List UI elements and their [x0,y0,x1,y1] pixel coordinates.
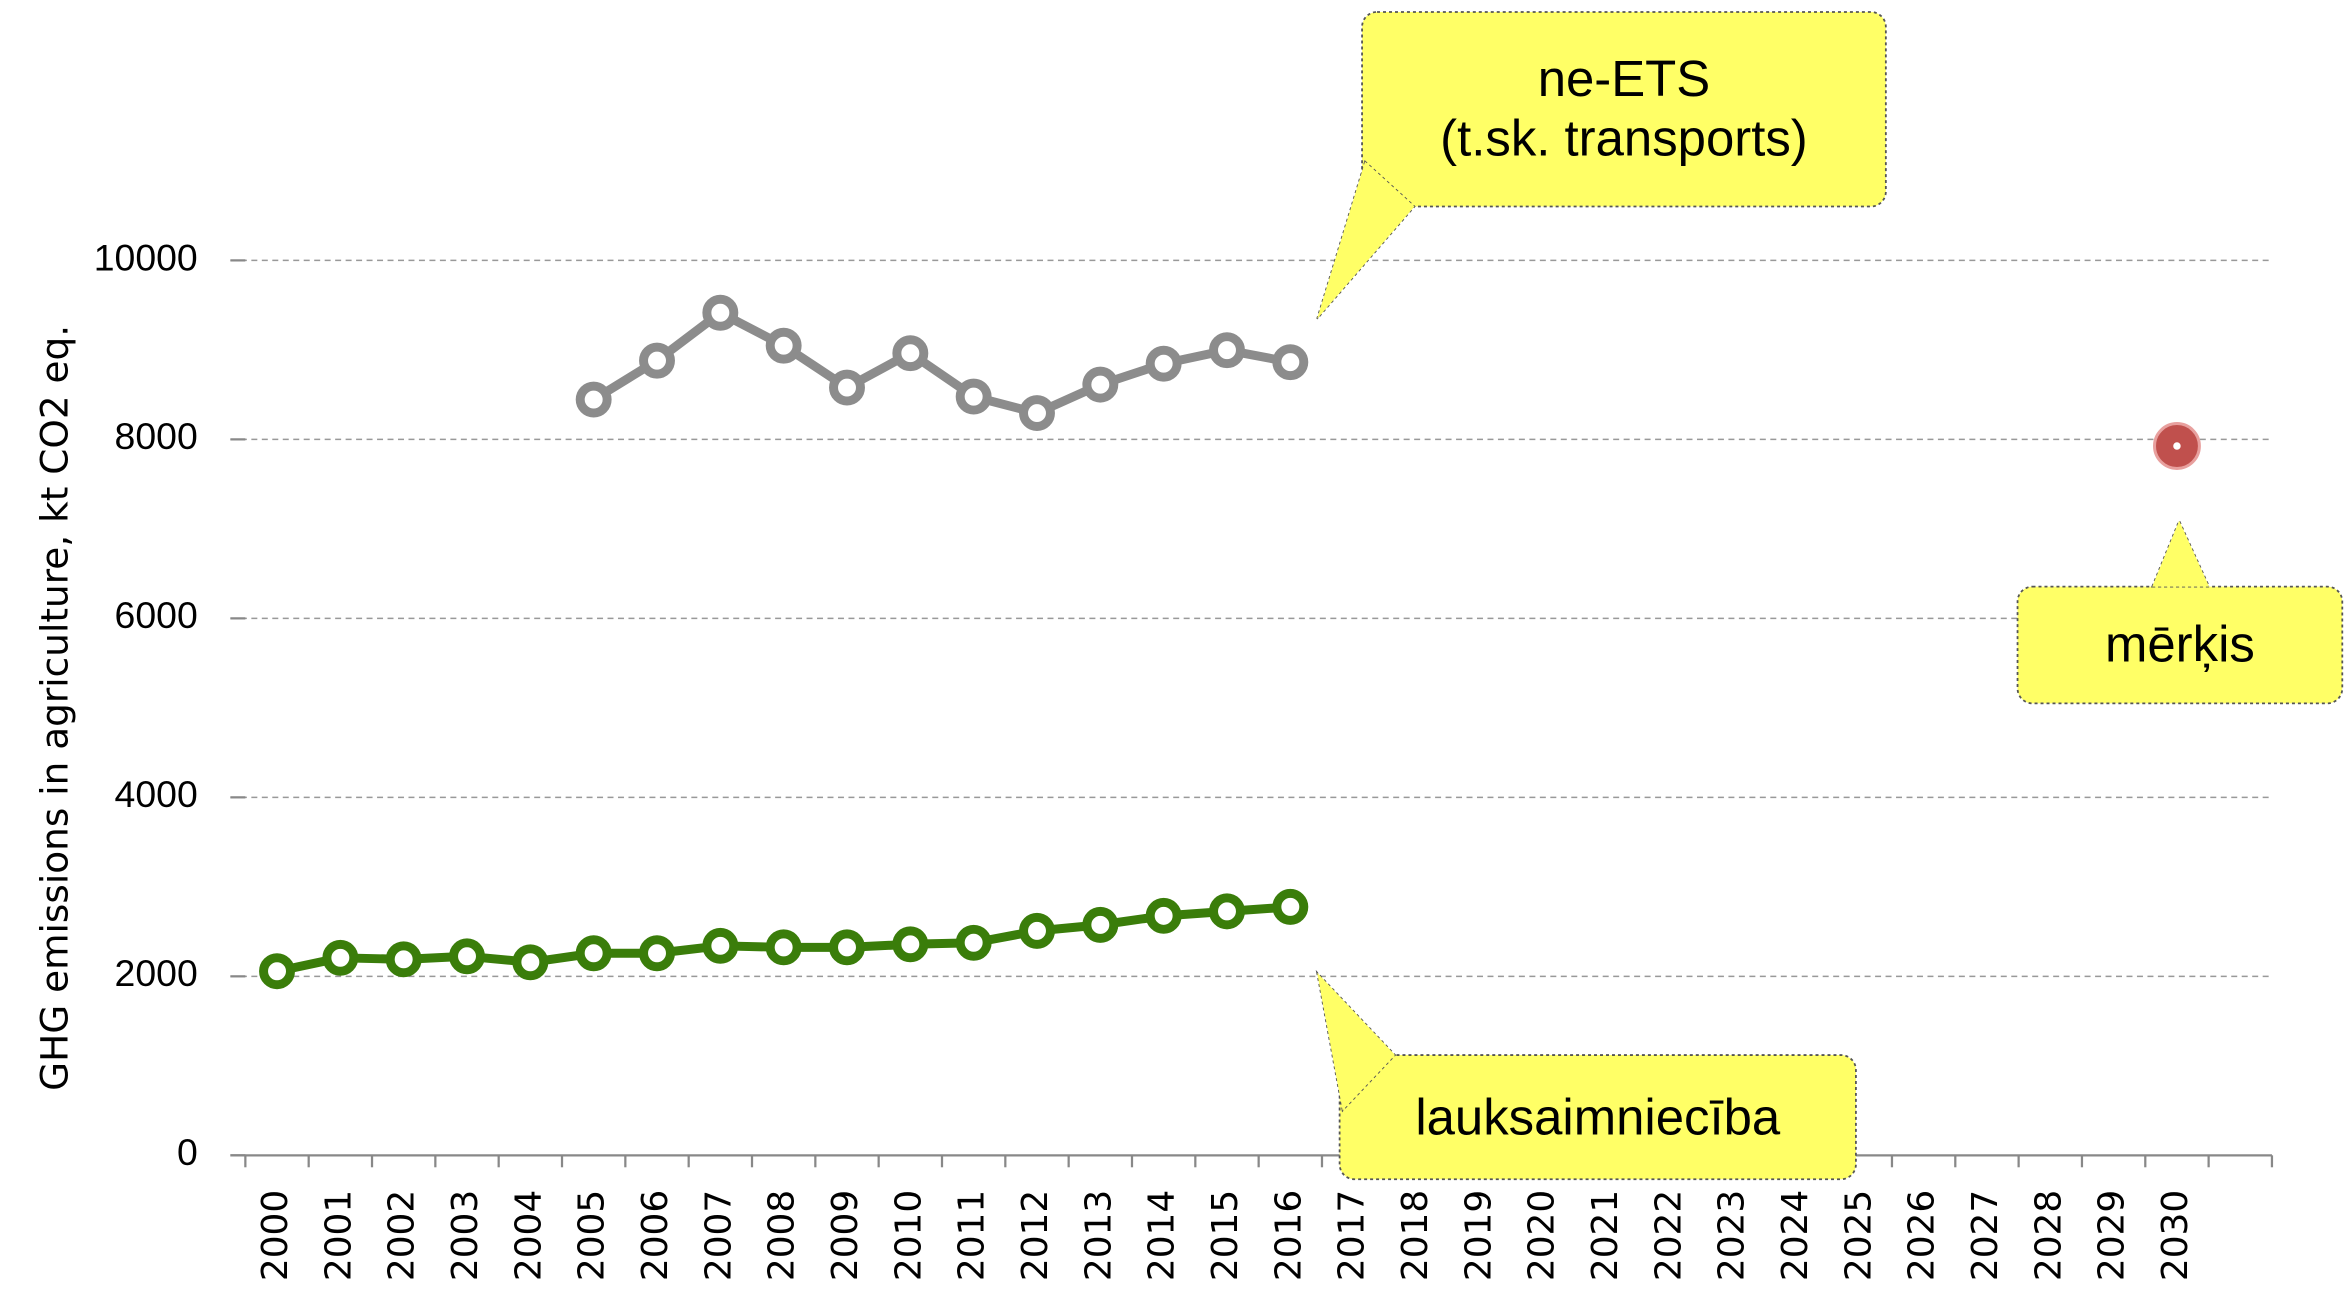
point-marker [575,381,612,418]
point-marker [829,369,865,406]
y-axis-label: GHG emissions in agriculture, kt CO2 eq. [33,325,77,1091]
point-marker [512,944,549,981]
point-marker [322,939,359,976]
point-marker [892,926,929,963]
callout-text-box: lauksaimniecība [1415,1088,1781,1146]
callout-pointer-cover [1317,161,1415,319]
x-tick-label: 2019 [1458,1190,1499,1281]
x-tick-label: 2015 [1205,1190,1246,1281]
point-marker [1209,893,1245,930]
x-tick-label: 2025 [1838,1190,1879,1281]
x-tick-label: 2008 [762,1190,803,1281]
callout-pointer-cover [2152,520,2210,587]
x-tick-label: 2027 [1965,1190,2006,1281]
legend-entry: mērķis [2104,616,2255,674]
x-tick-label: 2012 [1015,1190,1056,1281]
x-tick-label: 2003 [445,1190,486,1281]
x-tick-label: 2001 [318,1190,359,1281]
point-marker [639,342,675,379]
y-tick-label: 8000 [115,415,198,457]
point-dot [2173,442,2181,450]
point-marker [955,924,992,961]
point-marker [765,929,802,966]
x-tick-label: 2030 [2155,1190,2196,1281]
y-tick-label: 0 [177,1131,198,1173]
x-tick-label: 2007 [698,1190,739,1281]
x-tick-label: 2011 [952,1190,993,1281]
x-tick-label: 2023 [1712,1190,1753,1281]
point-marker [1019,912,1055,949]
callout: ne-ETS (t.sk. transports) [1316,11,1887,320]
point-marker [1082,906,1119,943]
x-tick-label: 2018 [1395,1190,1436,1281]
point-marker [702,294,739,331]
x-tick-label: 2004 [508,1190,549,1281]
x-tick-label: 2009 [825,1190,866,1281]
y-tick-label: 4000 [115,773,198,815]
point-marker [892,335,929,372]
point-marker [829,929,865,966]
point-marker [259,953,295,990]
x-tick-label: 2002 [382,1190,423,1281]
legend-entry: lauksaimniecība [1415,1088,1781,1146]
x-tick-label: 2000 [255,1190,296,1281]
point-marker [385,941,422,978]
x-tick-label: 2013 [1078,1190,1119,1281]
x-tick-label: 2005 [572,1190,613,1281]
x-tick-label: 2024 [1775,1190,1816,1281]
y-tick-label: 10000 [94,236,198,278]
callout-text-box: ne-ETS (t.sk. transports) [1440,50,1808,168]
callout-box [1338,1054,1857,1181]
point-marker [575,935,612,972]
x-tick-label: 2022 [1648,1190,1689,1281]
callout: mērķis [2016,518,2344,705]
point-marker [1145,345,1182,382]
x-tick-label: 2026 [1902,1190,1943,1281]
callout-box [2016,585,2344,705]
x-tick-label: 2014 [1142,1190,1183,1281]
point-marker [449,938,485,975]
x-tick-label: 2020 [1522,1190,1563,1281]
callout: lauksaimniecība [1315,969,1857,1181]
x-tick-label: 2028 [2028,1190,2069,1281]
x-tick-label: 2016 [1268,1190,1309,1281]
point-marker [639,935,675,972]
x-tick-label: 2021 [1585,1190,1626,1281]
series-line [591,308,1292,418]
y-tick-label: 2000 [115,952,198,994]
point-marker [765,327,802,364]
point-marker [955,378,992,415]
x-tick-label: 2006 [635,1190,676,1281]
callout-pointer-cover [1317,972,1395,1111]
point-marker [702,927,739,964]
x-tick-label: 2010 [888,1190,929,1281]
legend-entry: ne-ETS (t.sk. transports) [1440,50,1808,168]
y-tick-label: 6000 [115,594,198,636]
callout-text-box: mērķis [2104,616,2255,674]
point-marker [1209,332,1245,369]
x-tick-label: 2029 [2092,1190,2133,1281]
x-tick-label: 2017 [1332,1190,1373,1281]
point-marker [1019,395,1055,432]
point-marker [1272,344,1309,381]
point-marker [1082,366,1119,403]
point-marker [1145,897,1182,934]
point-marker [1272,888,1309,925]
callout-box [1361,11,1887,208]
